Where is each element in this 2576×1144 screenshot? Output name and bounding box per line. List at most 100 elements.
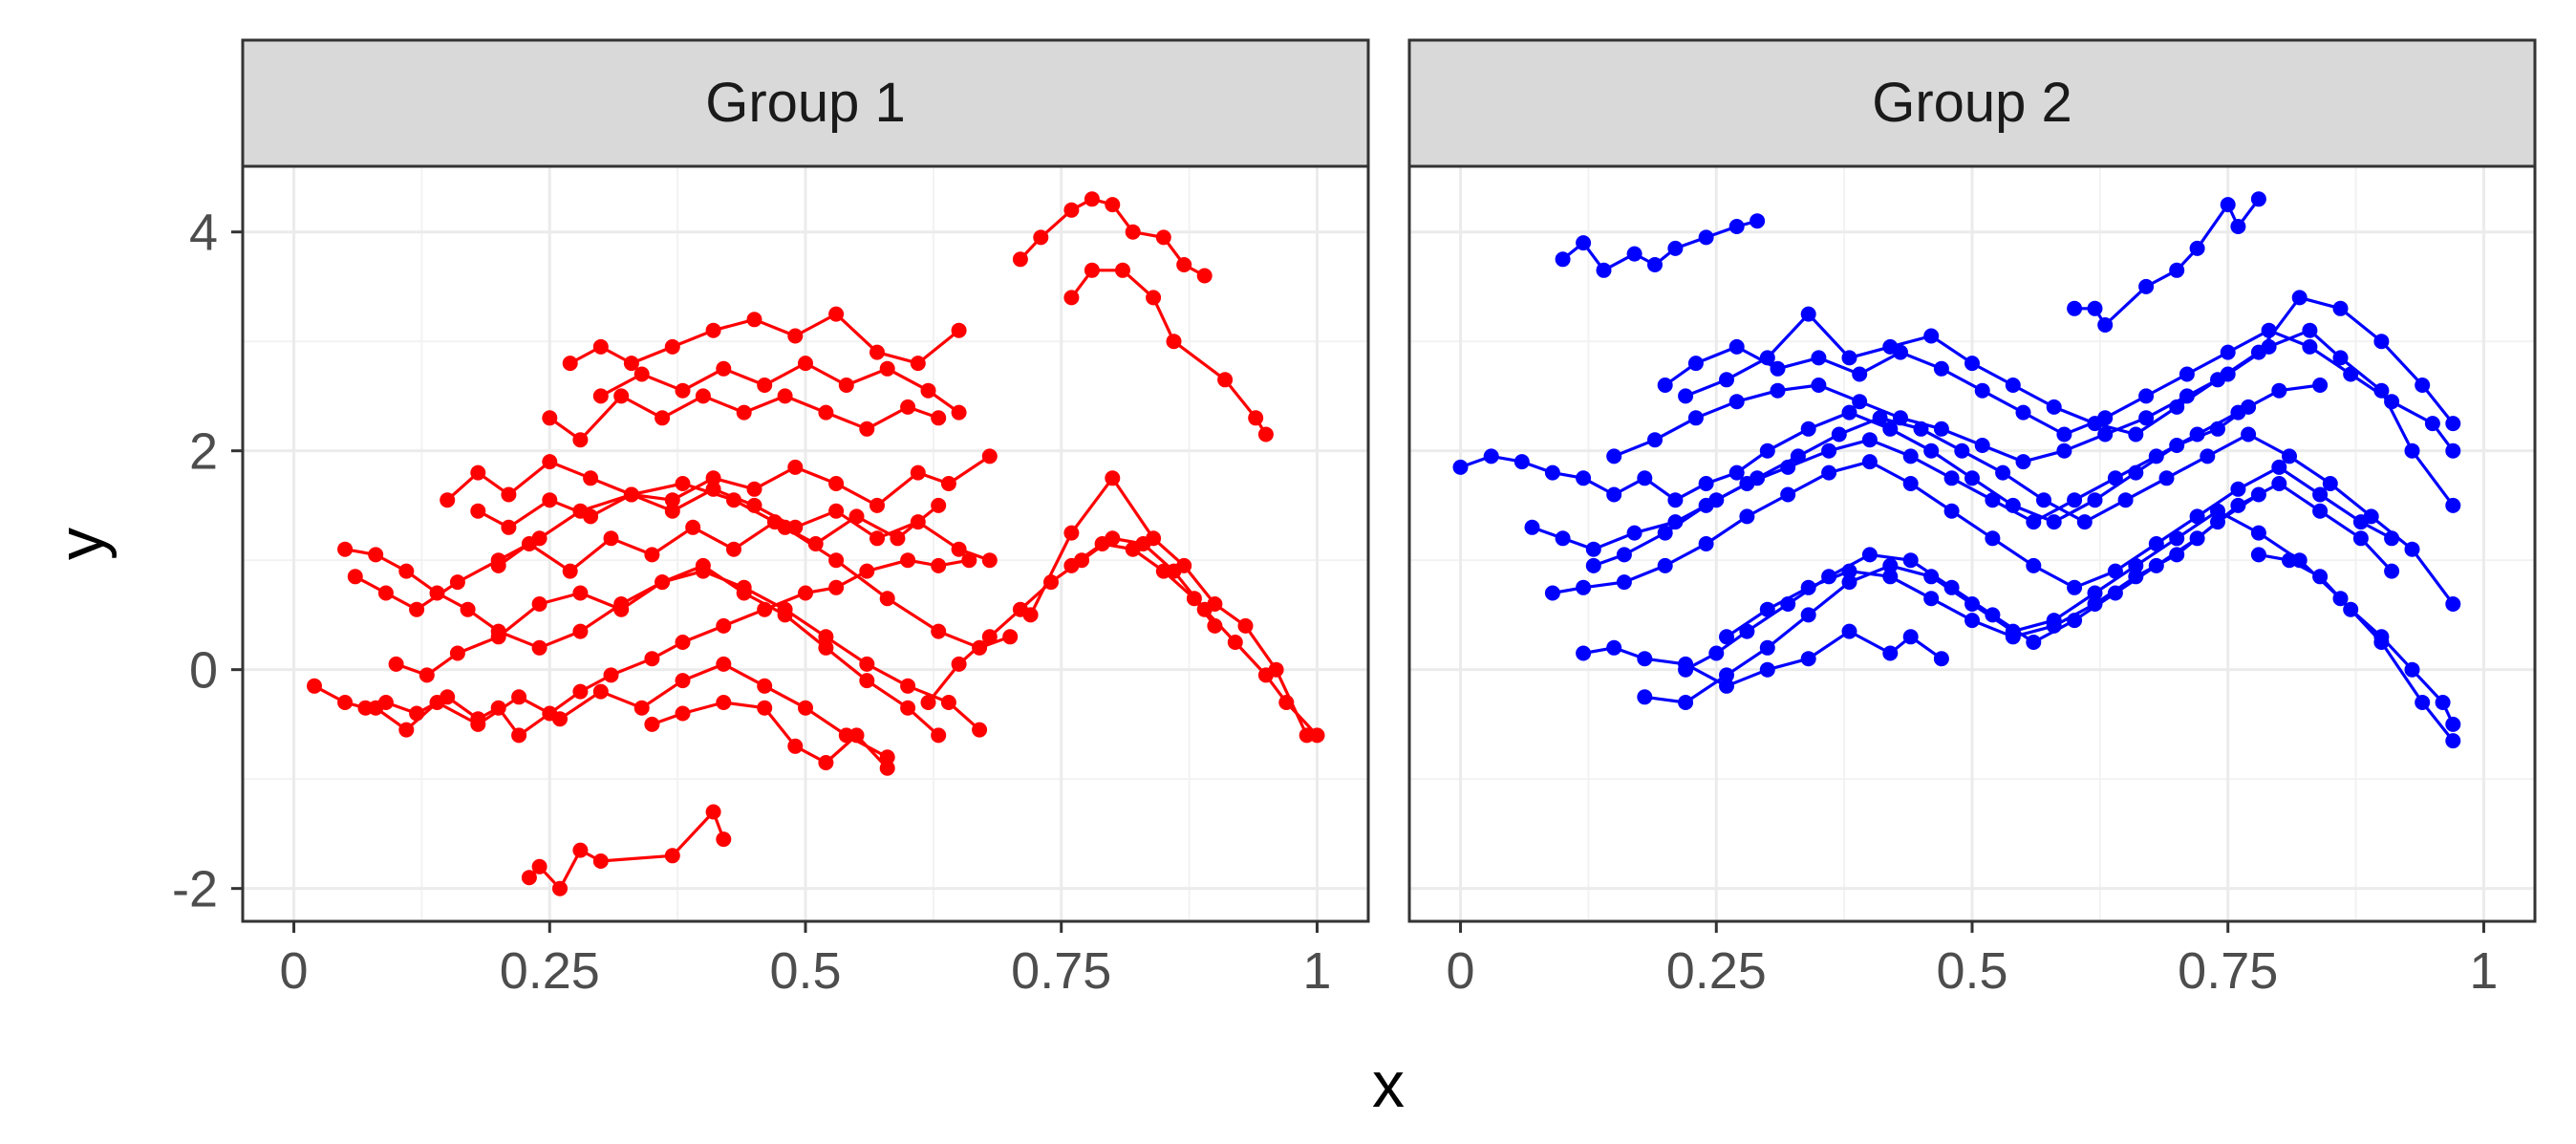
data-point [900, 700, 916, 716]
data-point [1841, 350, 1857, 366]
data-point [2384, 563, 2400, 579]
data-point [613, 601, 630, 617]
data-point [521, 536, 537, 551]
data-point [2179, 388, 2195, 404]
data-point [2282, 448, 2297, 464]
data-point [307, 678, 322, 694]
x-axis-title: x [1372, 1048, 1405, 1121]
series-line [497, 504, 940, 573]
data-point [1637, 651, 1653, 667]
data-point [2445, 497, 2461, 513]
data-point [1084, 262, 1100, 278]
data-point [2026, 514, 2042, 530]
data-point [2424, 416, 2440, 432]
data-point [695, 388, 711, 404]
data-point [1964, 356, 1980, 372]
data-point [1146, 290, 1162, 306]
data-point [2056, 426, 2072, 442]
data-point [368, 700, 384, 716]
data-point [1759, 350, 1775, 366]
data-point [1800, 421, 1816, 437]
series-line [600, 361, 960, 414]
data-point [1657, 525, 1673, 541]
data-point [1708, 645, 1725, 661]
series-line [375, 662, 889, 759]
x-axis-group-1: 0 0.25 0.5 0.75 1 [280, 921, 1331, 1000]
data-point [552, 880, 568, 896]
data-point [1893, 410, 1908, 426]
data-point [1196, 268, 1213, 284]
data-point [1902, 629, 1919, 645]
data-point [1094, 536, 1110, 551]
data-point [1647, 257, 1663, 272]
data-point [859, 421, 875, 437]
data-point [900, 399, 916, 415]
data-point [1943, 503, 1960, 519]
data-point [572, 842, 589, 858]
data-point [746, 481, 762, 497]
data-point [675, 382, 691, 399]
data-point [1852, 394, 1868, 410]
data-point [777, 388, 793, 404]
data-point [972, 722, 988, 738]
x-tick-label: 0.25 [1666, 942, 1767, 1000]
data-point [1237, 617, 1254, 634]
data-point [1606, 639, 1622, 656]
data-point [1524, 519, 1540, 535]
data-point [2220, 197, 2236, 213]
data-point [1544, 464, 1560, 481]
data-point [940, 476, 956, 491]
data-point [1964, 613, 1980, 629]
data-point [1759, 661, 1775, 678]
data-point [2445, 442, 2461, 459]
data-point [2445, 716, 2461, 732]
data-point [2404, 541, 2420, 557]
data-point [879, 760, 895, 776]
data-point [429, 695, 445, 710]
data-point [2087, 416, 2103, 432]
data-point [2352, 514, 2369, 530]
x-tick-label: 0 [1447, 942, 1475, 1000]
data-point [2097, 317, 2114, 333]
data-point [2261, 338, 2277, 355]
data-point [2291, 290, 2308, 306]
data-point [1923, 591, 1940, 607]
data-point [1248, 410, 1264, 426]
data-point [2138, 410, 2155, 426]
data-point [798, 700, 813, 716]
data-point [1698, 229, 1714, 246]
data-point [1719, 667, 1734, 683]
data-point [1585, 541, 1601, 557]
data-point [542, 492, 558, 508]
series-line [1613, 329, 2455, 507]
data-point [1606, 486, 1622, 503]
x-tick-label: 0.5 [769, 942, 841, 1000]
data-point [2230, 481, 2246, 497]
data-point [705, 804, 721, 820]
data-point [1719, 629, 1734, 645]
data-point [2087, 492, 2103, 508]
data-point [603, 667, 619, 683]
data-point [531, 858, 547, 874]
data-point [440, 492, 456, 508]
data-point [1186, 591, 1202, 607]
data-point [828, 306, 845, 322]
data-point [1698, 497, 1714, 513]
y-tick-label: -2 [172, 861, 218, 918]
data-point [2128, 569, 2144, 585]
data-point [2343, 601, 2359, 617]
data-point [470, 716, 486, 732]
data-point [1268, 661, 1284, 678]
data-point [2271, 382, 2287, 399]
data-point [644, 716, 660, 732]
data-point [2169, 530, 2185, 547]
data-point [583, 508, 599, 525]
data-point [1861, 454, 1878, 470]
data-point [1576, 235, 1592, 251]
data-point [675, 705, 691, 722]
data-point [572, 432, 589, 448]
data-point [818, 755, 834, 770]
data-point [2067, 579, 2083, 595]
data-point [1022, 607, 1039, 623]
data-point [2210, 514, 2225, 530]
